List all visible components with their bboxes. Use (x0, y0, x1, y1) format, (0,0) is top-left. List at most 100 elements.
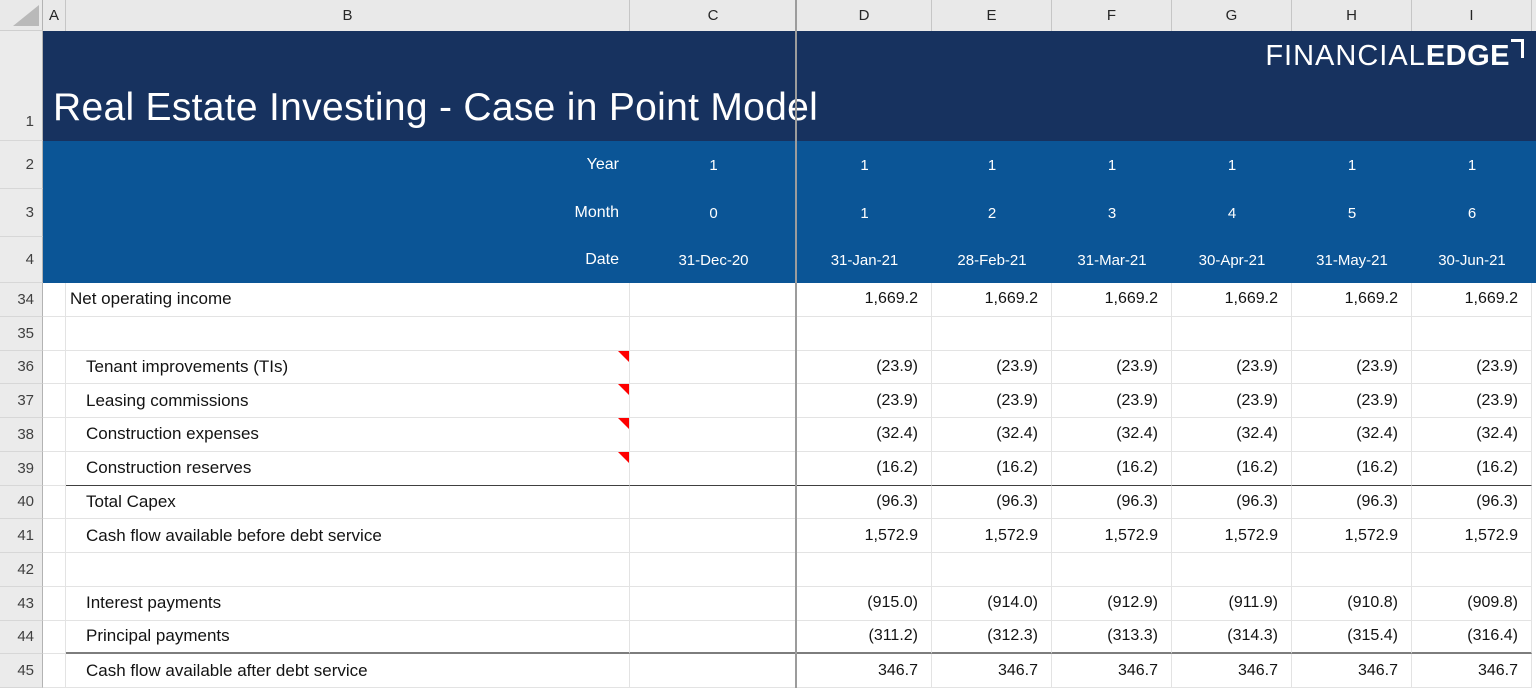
period-value[interactable]: 1 (987, 156, 997, 174)
value-cell[interactable]: 346.7 (797, 654, 932, 688)
value-cell[interactable] (1292, 553, 1412, 587)
cell[interactable] (43, 451, 66, 486)
period-frozen-value[interactable]: 1 (709, 156, 718, 174)
period-value[interactable]: 1 (1347, 156, 1357, 174)
cell[interactable] (630, 451, 797, 486)
value-cell[interactable]: 1,669.2 (1292, 283, 1412, 317)
cell[interactable] (43, 620, 66, 655)
cell[interactable] (630, 283, 797, 317)
cell[interactable] (630, 586, 797, 621)
period-value[interactable]: 31-May-21 (1316, 251, 1388, 269)
value-cell[interactable] (1292, 316, 1412, 351)
cell[interactable] (43, 316, 66, 351)
row-header-2[interactable]: 2 (0, 141, 43, 189)
value-cell[interactable]: (316.4) (1412, 620, 1532, 655)
column-header-i[interactable]: I (1412, 0, 1532, 31)
row-header-41[interactable]: 41 (0, 519, 43, 553)
value-cell[interactable]: (16.2) (797, 451, 932, 486)
value-cell[interactable]: (32.4) (1052, 418, 1172, 452)
row-label-cell[interactable] (66, 553, 630, 587)
value-cell[interactable]: (32.4) (797, 418, 932, 452)
value-cell[interactable]: (915.0) (797, 586, 932, 621)
period-label[interactable]: Month (574, 204, 619, 221)
cell[interactable] (43, 485, 66, 520)
period-value[interactable]: 30-Apr-21 (1198, 251, 1266, 269)
value-cell[interactable]: (32.4) (1292, 418, 1412, 452)
value-cell[interactable]: (914.0) (932, 586, 1052, 621)
cell[interactable] (43, 384, 66, 418)
value-cell[interactable] (932, 316, 1052, 351)
column-header-b[interactable]: B (66, 0, 630, 31)
value-cell[interactable]: 1,572.9 (797, 519, 932, 553)
column-header-h[interactable]: H (1292, 0, 1412, 31)
value-cell[interactable]: 1,669.2 (1412, 283, 1532, 317)
period-value[interactable]: 1 (1467, 156, 1477, 174)
value-cell[interactable]: 1,669.2 (1052, 283, 1172, 317)
cell[interactable] (630, 316, 797, 351)
period-value[interactable]: 1 (860, 156, 869, 174)
cell[interactable] (630, 418, 797, 452)
value-cell[interactable]: (96.3) (1052, 485, 1172, 520)
select-all-corner[interactable] (0, 0, 43, 31)
value-cell[interactable]: 1,572.9 (1412, 519, 1532, 553)
period-value[interactable]: 2 (987, 204, 997, 222)
period-value[interactable]: 31-Mar-21 (1077, 251, 1147, 269)
cell[interactable] (43, 586, 66, 621)
cell[interactable] (630, 384, 797, 418)
column-header-c[interactable]: C (630, 0, 797, 31)
column-header-a[interactable]: A (43, 0, 66, 31)
period-label[interactable]: Year (586, 156, 619, 173)
title-banner-cell[interactable]: Real Estate Investing - Case in Point Mo… (43, 31, 1536, 141)
cell[interactable] (43, 350, 66, 385)
value-cell[interactable]: (23.9) (797, 350, 932, 385)
value-cell[interactable]: (16.2) (1412, 451, 1532, 486)
cell[interactable] (630, 620, 797, 655)
value-cell[interactable] (1412, 553, 1532, 587)
value-cell[interactable]: 1,572.9 (1172, 519, 1292, 553)
period-frozen-value[interactable]: 31-Dec-20 (678, 251, 749, 269)
cell[interactable] (630, 485, 797, 520)
row-label-cell[interactable] (66, 316, 630, 351)
cell[interactable] (630, 654, 797, 688)
value-cell[interactable]: (16.2) (1292, 451, 1412, 486)
value-cell[interactable]: (315.4) (1292, 620, 1412, 655)
cell[interactable] (43, 141, 66, 189)
value-cell[interactable]: (23.9) (932, 384, 1052, 418)
column-header-d[interactable]: D (797, 0, 932, 31)
value-cell[interactable]: (909.8) (1412, 586, 1532, 621)
row-header-43[interactable]: 43 (0, 586, 43, 621)
value-cell[interactable]: (911.9) (1172, 586, 1292, 621)
value-cell[interactable] (932, 553, 1052, 587)
period-value[interactable]: 1 (1107, 156, 1117, 174)
value-cell[interactable]: (96.3) (1172, 485, 1292, 520)
row-header-38[interactable]: 38 (0, 418, 43, 452)
row-label-cell[interactable]: Interest payments (66, 586, 630, 621)
value-cell[interactable]: (23.9) (1172, 384, 1292, 418)
value-cell[interactable] (1052, 316, 1172, 351)
value-cell[interactable]: 346.7 (1172, 654, 1292, 688)
cell[interactable] (43, 189, 66, 237)
value-cell[interactable] (1172, 316, 1292, 351)
cell[interactable] (43, 418, 66, 452)
value-cell[interactable]: (23.9) (797, 384, 932, 418)
row-label-cell[interactable]: Tenant improvements (TIs) (66, 350, 630, 385)
value-cell[interactable]: (23.9) (1172, 350, 1292, 385)
row-header-39[interactable]: 39 (0, 451, 43, 486)
value-cell[interactable]: (910.8) (1292, 586, 1412, 621)
value-cell[interactable]: (23.9) (932, 350, 1052, 385)
row-header-3[interactable]: 3 (0, 189, 43, 237)
row-header-35[interactable]: 35 (0, 316, 43, 351)
value-cell[interactable] (797, 316, 932, 351)
period-value[interactable]: 1 (1227, 156, 1237, 174)
cell[interactable] (43, 553, 66, 587)
value-cell[interactable]: (32.4) (1172, 418, 1292, 452)
value-cell[interactable]: (96.3) (1412, 485, 1532, 520)
cell[interactable] (43, 283, 66, 317)
value-cell[interactable]: (16.2) (932, 451, 1052, 486)
period-value[interactable]: 31-Jan-21 (830, 251, 899, 269)
value-cell[interactable]: (32.4) (932, 418, 1052, 452)
value-cell[interactable]: (23.9) (1292, 384, 1412, 418)
row-label-cell[interactable]: Total Capex (66, 485, 630, 520)
period-frozen-value[interactable]: 0 (709, 204, 718, 222)
value-cell[interactable]: (23.9) (1052, 384, 1172, 418)
